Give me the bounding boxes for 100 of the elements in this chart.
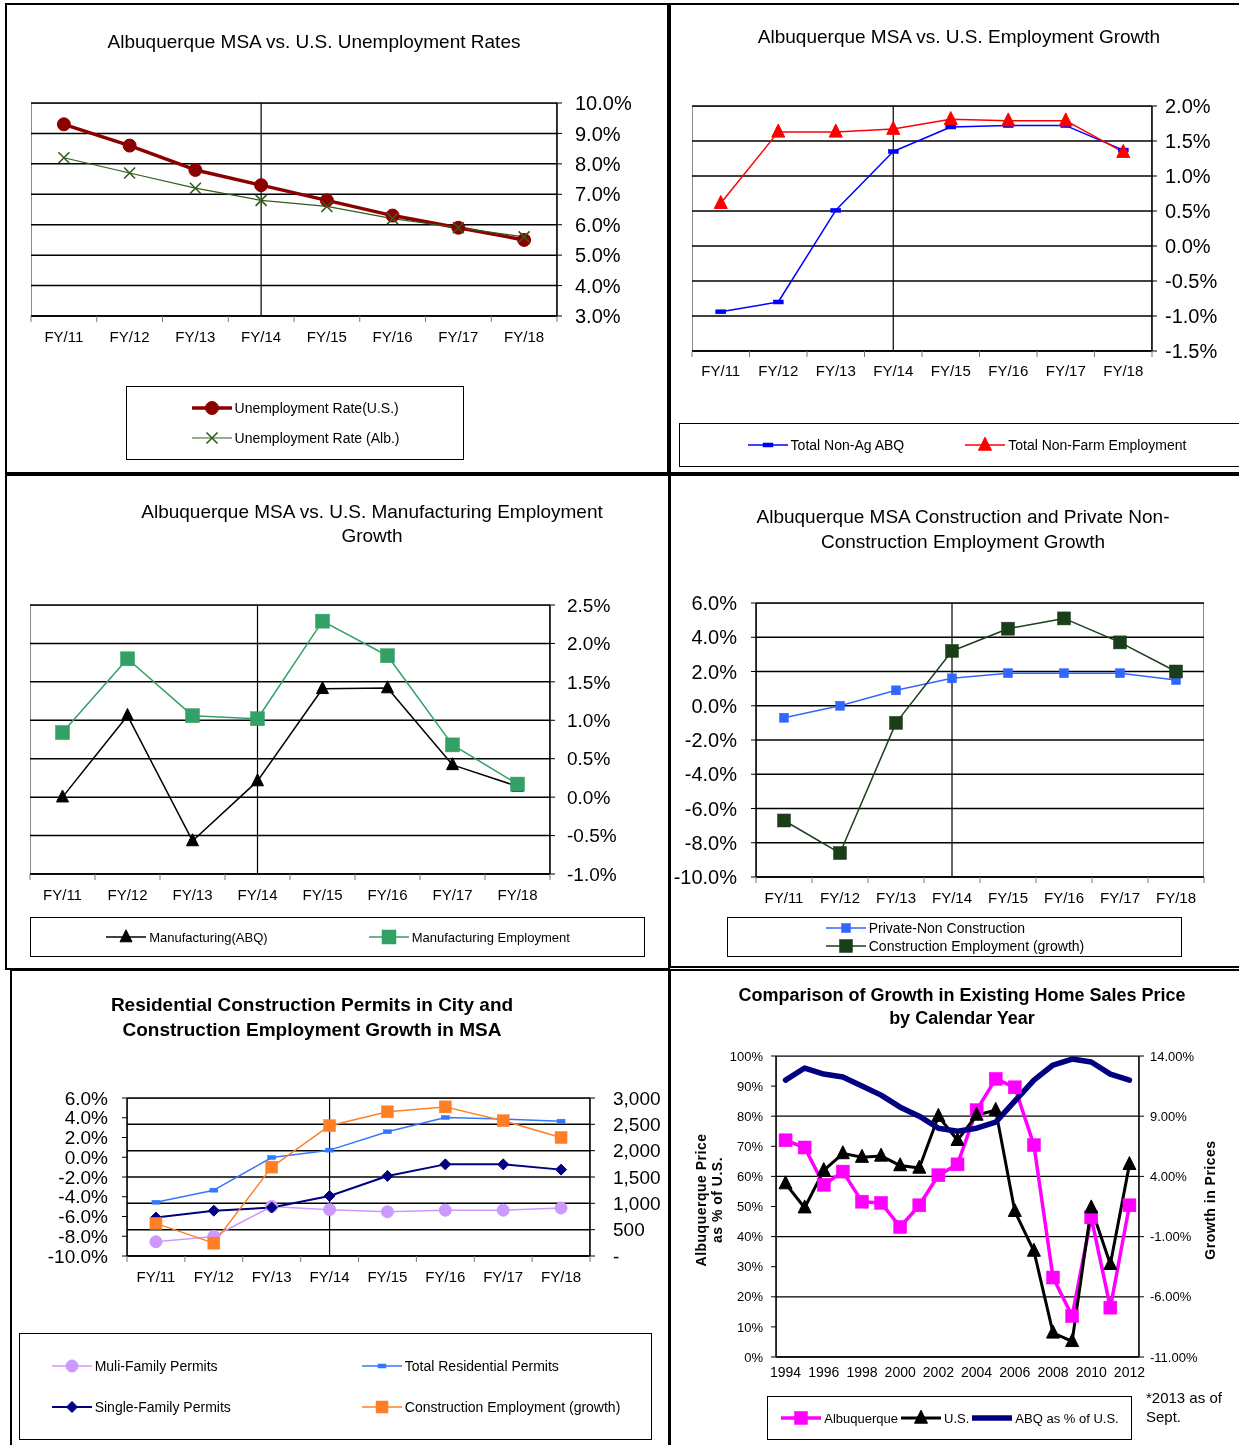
legend-label: Total Residential Permits <box>404 1358 559 1375</box>
x-tick-label: FY/11 <box>701 361 741 379</box>
y-tick-label: 6.0% <box>64 1087 109 1109</box>
y-tick-label: 40% <box>736 1229 764 1245</box>
x-tick-label: 2002 <box>922 1363 955 1380</box>
y-tick-label: 2.5% <box>567 594 611 616</box>
x-tick-label: 2008 <box>1037 1363 1069 1380</box>
y2-tick-label: -1.00% <box>1150 1229 1192 1245</box>
y-tick-label: -4.0% <box>58 1186 109 1208</box>
y2-tick-label: 14.00% <box>1150 1048 1195 1064</box>
x-tick-label: FY/15 <box>987 888 1029 906</box>
y-tick-label: 100% <box>729 1048 764 1064</box>
x-tick-label: FY/11 <box>764 888 804 906</box>
x-tick-label: FY/14 <box>241 327 282 345</box>
y-tick-label: 1.0% <box>567 710 611 732</box>
x-tick-label: 1996 <box>808 1363 840 1380</box>
x-tick-label: FY/12 <box>819 888 861 906</box>
x-tick-label: 1998 <box>846 1363 878 1380</box>
x-tick-label: 2004 <box>961 1363 993 1380</box>
y-tick-label: 90% <box>736 1078 764 1094</box>
x-tick-label: FY/15 <box>306 327 347 345</box>
y-tick-label: 4.0% <box>691 626 738 649</box>
y-tick-label: 2.0% <box>1165 95 1211 118</box>
x-tick-label: FY/11 <box>136 1267 176 1285</box>
x-tick-label: FY/12 <box>193 1267 234 1285</box>
chart-title: Residential Construction Permits in City and Construction Employment Growth in MSA <box>109 993 515 1042</box>
y-tick-label: -1.5% <box>1165 340 1218 363</box>
legend-label: U.S. <box>944 1410 970 1426</box>
y-tick-label: 3.0% <box>575 305 621 328</box>
x-tick-label: FY/16 <box>367 885 408 903</box>
y-tick-label: 1.5% <box>567 671 611 693</box>
y2-tick-label: 4.00% <box>1150 1169 1188 1185</box>
y2-tick-label: 500 <box>613 1219 645 1241</box>
y-tick-label: 0.0% <box>691 694 738 717</box>
x-tick-label: FY/12 <box>107 885 148 903</box>
y-tick-label: -2.0% <box>684 729 738 752</box>
x-tick-label: FY/16 <box>988 361 1029 379</box>
legend-label: Single-Family Permits <box>94 1398 231 1415</box>
y2-tick-label: -6.00% <box>1150 1289 1192 1305</box>
y-tick-label: -8.0% <box>58 1225 109 1247</box>
y-tick-label: 0.0% <box>1165 235 1211 258</box>
x-tick-label: FY/16 <box>1043 888 1085 906</box>
y-tick-label: 6.0% <box>575 213 621 236</box>
y-tick-label: 2.0% <box>64 1127 109 1149</box>
y-tick-label: 1.5% <box>1165 130 1211 153</box>
legend-label: Unemployment Rate (Alb.) <box>234 429 400 446</box>
y-tick-label: 2.0% <box>691 660 738 683</box>
chart-title: Albuquerque MSA vs. U.S. Employment Growth <box>756 25 1162 49</box>
y-tick-label: -10.0% <box>673 866 738 889</box>
y-tick-label: -1.0% <box>567 863 617 885</box>
x-tick-label: FY/15 <box>930 361 971 379</box>
legend-label: ABQ as % of U.S. <box>1015 1410 1119 1426</box>
x-tick-label: FY/12 <box>758 361 799 379</box>
y-tick-label: 0% <box>744 1349 764 1365</box>
x-tick-label: FY/13 <box>172 885 213 903</box>
x-tick-label: 2010 <box>1075 1363 1108 1380</box>
x-tick-label: FY/11 <box>44 327 84 345</box>
y-tick-label: 70% <box>736 1138 764 1154</box>
y2-tick-label: 3,000 <box>613 1087 661 1109</box>
y-tick-label: 10.0% <box>575 92 632 115</box>
y-tick-label: 8.0% <box>575 152 621 175</box>
legend-label: Albuquerque <box>824 1410 899 1426</box>
x-tick-label: 2012 <box>1113 1363 1146 1380</box>
legend-label: Construction Employment (growth) <box>868 938 1085 954</box>
y-tick-label: 20% <box>736 1289 764 1305</box>
x-tick-label: FY/18 <box>1155 888 1197 906</box>
y-tick-label: 1.0% <box>1165 165 1211 188</box>
legend-label: Total Non-Farm Employment <box>1008 437 1187 453</box>
x-tick-label: FY/14 <box>873 361 914 379</box>
y2-tick-label: -11.00% <box>1150 1349 1198 1365</box>
y-tick-label: -0.5% <box>1165 270 1218 293</box>
x-tick-label: FY/17 <box>1045 361 1086 379</box>
y-tick-label: 4.0% <box>575 274 621 297</box>
y2-tick-label: 1,000 <box>613 1193 661 1215</box>
x-tick-label: FY/15 <box>302 885 343 903</box>
text: *2013 as of Sept. <box>1146 1388 1223 1426</box>
y-tick-label: 6.0% <box>691 592 738 615</box>
y-tick-label: -6.0% <box>58 1206 109 1228</box>
y2-tick-label: 2,500 <box>613 1114 661 1136</box>
x-tick-label: FY/17 <box>1099 888 1141 906</box>
x-tick-label: 1994 <box>769 1363 802 1380</box>
y-tick-label: 80% <box>736 1108 764 1124</box>
y-tick-label: 0.5% <box>1165 200 1211 223</box>
x-tick-label: FY/13 <box>815 361 856 379</box>
x-tick-label: FY/14 <box>237 885 278 903</box>
x-tick-label: FY/12 <box>109 327 150 345</box>
y-tick-label: 2.0% <box>567 633 611 655</box>
y-tick-label: -8.0% <box>684 831 738 854</box>
x-tick-label: 2000 <box>884 1363 916 1380</box>
x-tick-label: FY/18 <box>497 885 538 903</box>
y-tick-label: 30% <box>736 1259 764 1275</box>
x-tick-label: FY/13 <box>175 327 216 345</box>
x-tick-label: FY/13 <box>875 888 917 906</box>
y-tick-label: 0.0% <box>567 786 611 808</box>
legend-label: Muli-Family Permits <box>94 1358 218 1375</box>
y-tick-label: 60% <box>736 1169 764 1185</box>
x-tick-label: FY/11 <box>43 885 82 903</box>
y-tick-label: 7.0% <box>575 183 621 206</box>
y-tick-label: 0.5% <box>567 748 611 770</box>
y-tick-label: 9.0% <box>575 122 621 145</box>
